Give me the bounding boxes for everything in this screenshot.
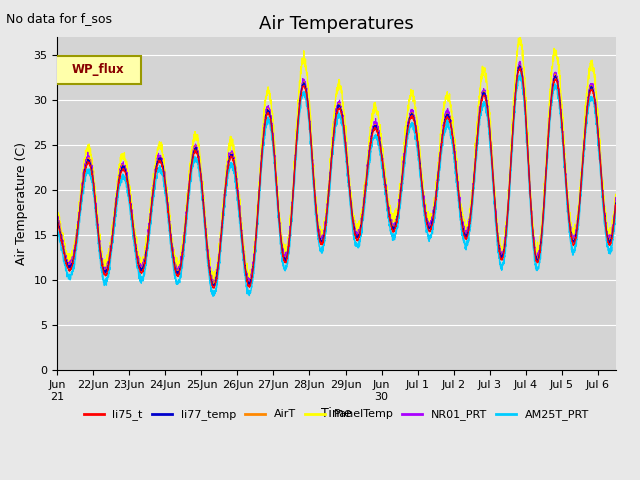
Text: No data for f_sos: No data for f_sos [6,12,113,25]
X-axis label: Time: Time [321,408,352,420]
Title: Air Temperatures: Air Temperatures [259,15,414,33]
Legend: li75_t, li77_temp, AirT, PanelTemp, NR01_PRT, AM25T_PRT: li75_t, li77_temp, AirT, PanelTemp, NR01… [79,405,594,425]
FancyBboxPatch shape [54,56,141,84]
Y-axis label: Air Temperature (C): Air Temperature (C) [15,143,28,265]
Text: WP_flux: WP_flux [71,63,124,76]
